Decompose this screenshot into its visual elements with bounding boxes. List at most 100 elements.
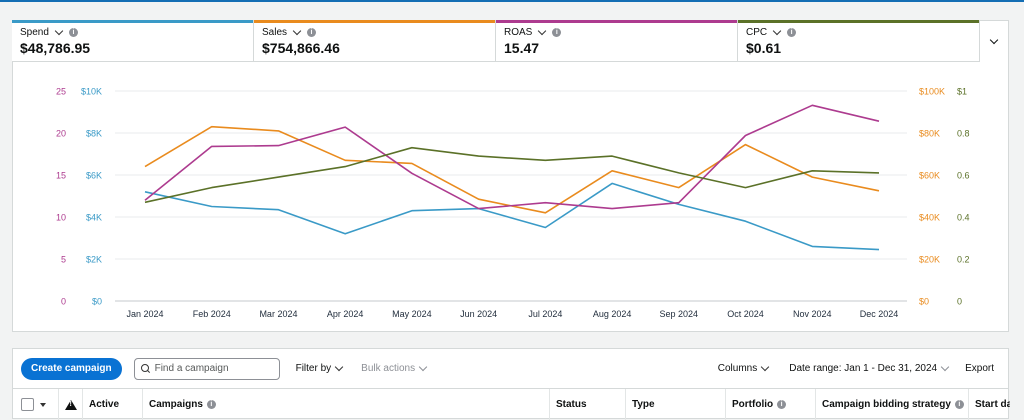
column-campaigns[interactable]: Campaigns i xyxy=(143,389,550,420)
metric-color-bar xyxy=(254,20,495,23)
alert-column xyxy=(59,389,83,420)
series-line-sales xyxy=(144,125,880,214)
x-tick-label: Oct 2024 xyxy=(727,309,764,319)
metric-color-bar xyxy=(12,20,253,23)
x-tick-label: Jun 2024 xyxy=(460,309,497,319)
select-all-checkbox[interactable] xyxy=(21,398,34,411)
bulk-actions-label: Bulk actions xyxy=(361,363,416,374)
series-line-roas xyxy=(144,104,880,210)
column-label: Active xyxy=(89,399,120,410)
metric-card-spend[interactable]: Spend i $48,786.95 xyxy=(12,20,254,62)
metric-card-roas[interactable]: ROAS i 15.47 xyxy=(496,20,738,62)
metric-label: Sales xyxy=(262,27,288,38)
chevron-down-icon[interactable] xyxy=(772,26,782,36)
axis-tick-label: 0.8 xyxy=(957,129,970,139)
chevron-down-icon[interactable] xyxy=(292,26,302,36)
metric-value: $48,786.95 xyxy=(20,40,91,56)
column-label: Start date xyxy=(975,399,1010,410)
x-tick-label: Sep 2024 xyxy=(660,309,699,319)
search-icon xyxy=(140,364,150,373)
column-bidding-strategy[interactable]: Campaign bidding strategy i xyxy=(816,389,969,420)
date-range-dropdown[interactable]: Date range: Jan 1 - Dec 31, 2024 xyxy=(789,362,951,374)
x-tick-label: Feb 2024 xyxy=(193,309,231,319)
series-line-spend xyxy=(144,182,880,251)
column-active[interactable]: Active xyxy=(83,389,143,420)
axis-tick-label: $0 xyxy=(92,297,102,307)
export-label: Export xyxy=(965,363,994,374)
axis-tick-label: 0.2 xyxy=(957,255,970,265)
chevron-down-icon xyxy=(760,362,770,372)
chevron-down-icon xyxy=(989,35,999,44)
x-tick-label: Nov 2024 xyxy=(793,309,832,319)
warning-icon xyxy=(65,399,77,410)
metric-color-bar xyxy=(496,20,737,23)
filter-by-dropdown[interactable]: Filter by xyxy=(295,362,346,374)
chevron-down-icon xyxy=(940,362,950,372)
axis-tick-label: $10K xyxy=(81,87,102,97)
chevron-down-icon[interactable] xyxy=(54,26,64,36)
x-tick-label: Mar 2024 xyxy=(259,309,297,319)
metric-cards: Spend i $48,786.95 Sales i $754,866.46 ROA… xyxy=(12,20,980,62)
chevron-down-icon xyxy=(418,362,428,372)
metric-label: Spend xyxy=(20,27,49,38)
column-status[interactable]: Status xyxy=(550,389,626,420)
chevron-down-icon[interactable] xyxy=(538,26,547,36)
series-line-cpc xyxy=(144,146,880,204)
info-icon[interactable]: i xyxy=(787,28,797,37)
search-box xyxy=(133,357,280,380)
column-start-date[interactable]: Start date xyxy=(969,389,1010,420)
info-icon[interactable]: i xyxy=(777,400,787,409)
info-icon[interactable]: i xyxy=(307,28,317,37)
column-portfolio[interactable]: Portfolio i xyxy=(726,389,816,420)
create-campaign-button[interactable]: Create campaign xyxy=(21,357,122,380)
x-tick-label: Jan 2024 xyxy=(126,309,163,319)
select-all-column xyxy=(13,389,59,420)
chevron-down-icon xyxy=(334,362,344,372)
axis-tick-label: $8K xyxy=(86,129,102,139)
axis-tick-label: 0 xyxy=(61,297,66,307)
column-type[interactable]: Type xyxy=(626,389,726,420)
collapse-chart-button[interactable] xyxy=(980,22,1008,60)
performance-panel xyxy=(12,20,1009,332)
axis-tick-label: $2K xyxy=(86,255,102,265)
axis-tick-label: $4K xyxy=(86,213,102,223)
x-tick-label: May 2024 xyxy=(392,309,432,319)
metric-card-cpc[interactable]: CPC i $0.61 xyxy=(738,20,980,62)
column-label: Status xyxy=(556,399,587,410)
info-icon[interactable]: i xyxy=(206,400,216,409)
info-icon[interactable]: i xyxy=(552,28,562,37)
axis-tick-label: 0.4 xyxy=(957,213,970,223)
filter-by-label: Filter by xyxy=(295,363,332,374)
axis-tick-label: 20 xyxy=(56,129,66,139)
metric-card-sales[interactable]: Sales i $754,866.46 xyxy=(254,20,496,62)
metric-label: ROAS xyxy=(504,27,533,38)
axis-tick-label: 25 xyxy=(56,87,66,97)
axis-tick-label: 5 xyxy=(61,255,66,265)
column-label: Type xyxy=(632,399,655,410)
date-range-label: Date range: Jan 1 - Dec 31, 2024 xyxy=(789,363,938,374)
axis-tick-label: $0 xyxy=(919,297,929,307)
caret-down-icon[interactable] xyxy=(40,402,46,407)
search-input[interactable] xyxy=(154,363,270,374)
info-icon[interactable]: i xyxy=(68,28,78,37)
x-tick-label: Apr 2024 xyxy=(327,309,364,319)
column-label: Campaign bidding strategy xyxy=(822,399,951,410)
bulk-actions-dropdown[interactable]: Bulk actions xyxy=(361,362,429,374)
info-icon[interactable]: i xyxy=(954,400,964,409)
axis-tick-label: 0.6 xyxy=(957,171,970,181)
metric-value: $0.61 xyxy=(746,40,782,56)
axis-tick-label: $40K xyxy=(919,213,940,223)
columns-dropdown[interactable]: Columns xyxy=(718,362,771,374)
campaign-toolbar: Create campaign Filter by Bulk actions C… xyxy=(12,348,1009,388)
performance-line-chart: 25 20 15 10 5 0 $10K $8K $6K $4K $2K $0 $100K $80K $60… xyxy=(56,87,970,320)
axis-tick-label: 0 xyxy=(957,297,962,307)
axis-tick-label: $6K xyxy=(86,171,102,181)
export-button[interactable]: Export xyxy=(965,363,994,374)
axis-tick-label: 15 xyxy=(56,171,66,181)
column-label: Campaigns xyxy=(149,399,203,410)
x-tick-label: Aug 2024 xyxy=(593,309,632,319)
metric-color-bar xyxy=(738,20,979,23)
axis-tick-label: $60K xyxy=(919,171,940,181)
metric-label: CPC xyxy=(746,27,768,38)
